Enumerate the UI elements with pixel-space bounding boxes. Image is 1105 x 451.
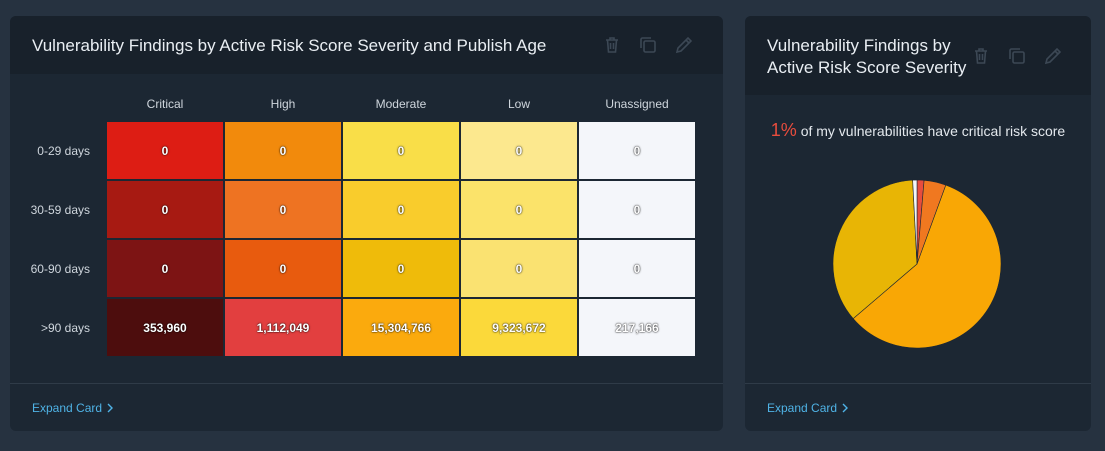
heatmap-cell[interactable]: 353,960: [106, 298, 224, 357]
heatmap-cell[interactable]: 0: [578, 180, 696, 239]
card-header: Vulnerability Findings by Active Risk Sc…: [745, 16, 1091, 95]
row-header: >90 days: [40, 320, 90, 335]
column-header-moderate: Moderate: [375, 97, 427, 111]
column-header-high: High: [270, 97, 296, 111]
column-header-critical: Critical: [146, 97, 184, 111]
critical-percentage: 1%: [770, 120, 797, 140]
pie-chart: [832, 179, 1002, 349]
row-header: 60-90 days: [30, 261, 90, 276]
heatmap-cell[interactable]: 0: [224, 239, 342, 298]
card-header: Vulnerability Findings by Active Risk Sc…: [10, 16, 723, 74]
divider: [745, 383, 1091, 384]
heatmap-cell[interactable]: 0: [106, 239, 224, 298]
heatmap-cell[interactable]: 0: [106, 121, 224, 180]
pie-slice-moderate[interactable]: [852, 184, 1002, 349]
trash-icon[interactable]: [971, 46, 991, 66]
row-header: 0-29 days: [37, 143, 90, 158]
heatmap-cell[interactable]: 0: [578, 121, 696, 180]
heatmap-cell[interactable]: 0: [224, 121, 342, 180]
expand-card-link[interactable]: Expand Card: [32, 400, 114, 416]
trash-icon[interactable]: [602, 35, 622, 55]
column-header-unassigned: Unassigned: [605, 97, 669, 111]
heatmap-cell[interactable]: 0: [342, 121, 460, 180]
heatmap-card: Vulnerability Findings by Active Risk Sc…: [10, 16, 723, 431]
heatmap-cell[interactable]: 0: [578, 239, 696, 298]
pencil-icon[interactable]: [1043, 46, 1063, 66]
chevron-right-icon: [107, 403, 114, 413]
pie-slice-unassigned[interactable]: [912, 179, 918, 265]
caption-text: of my vulnerabilities have critical risk…: [800, 123, 1066, 139]
row-header: 30-59 days: [30, 202, 90, 217]
heatmap-cell[interactable]: 0: [342, 180, 460, 239]
heatmap-cell[interactable]: 217,166: [578, 298, 696, 357]
card-title: Vulnerability Findings by Active Risk Sc…: [767, 36, 967, 77]
pie-card: Vulnerability Findings by Active Risk Sc…: [745, 16, 1091, 431]
chevron-right-icon: [842, 403, 849, 413]
heatmap-cell[interactable]: 0: [460, 180, 578, 239]
divider: [10, 383, 723, 384]
heatmap-cell[interactable]: 0: [460, 121, 578, 180]
pie-caption: 1% of my vulnerabilities have critical r…: [765, 118, 1071, 143]
heatmap-cell[interactable]: 9,323,672: [460, 298, 578, 357]
copy-icon[interactable]: [638, 35, 658, 55]
heatmap-cell[interactable]: 1,112,049: [224, 298, 342, 357]
card-tools: [602, 35, 694, 55]
expand-card-label: Expand Card: [767, 401, 838, 415]
card-tools: [971, 46, 1063, 66]
heatmap-cell[interactable]: 15,304,766: [342, 298, 460, 357]
pencil-icon[interactable]: [674, 35, 694, 55]
expand-card-label: Expand Card: [32, 401, 103, 415]
pie-slice-low[interactable]: [832, 179, 918, 320]
heatmap-cell[interactable]: 0: [342, 239, 460, 298]
column-header-low: Low: [507, 97, 530, 111]
card-title: Vulnerability Findings by Active Risk Sc…: [32, 36, 547, 55]
heatmap-cell[interactable]: 0: [460, 239, 578, 298]
heatmap-cell[interactable]: 0: [106, 180, 224, 239]
expand-card-link[interactable]: Expand Card: [767, 400, 849, 416]
copy-icon[interactable]: [1007, 46, 1027, 66]
heatmap-cell[interactable]: 0: [224, 180, 342, 239]
